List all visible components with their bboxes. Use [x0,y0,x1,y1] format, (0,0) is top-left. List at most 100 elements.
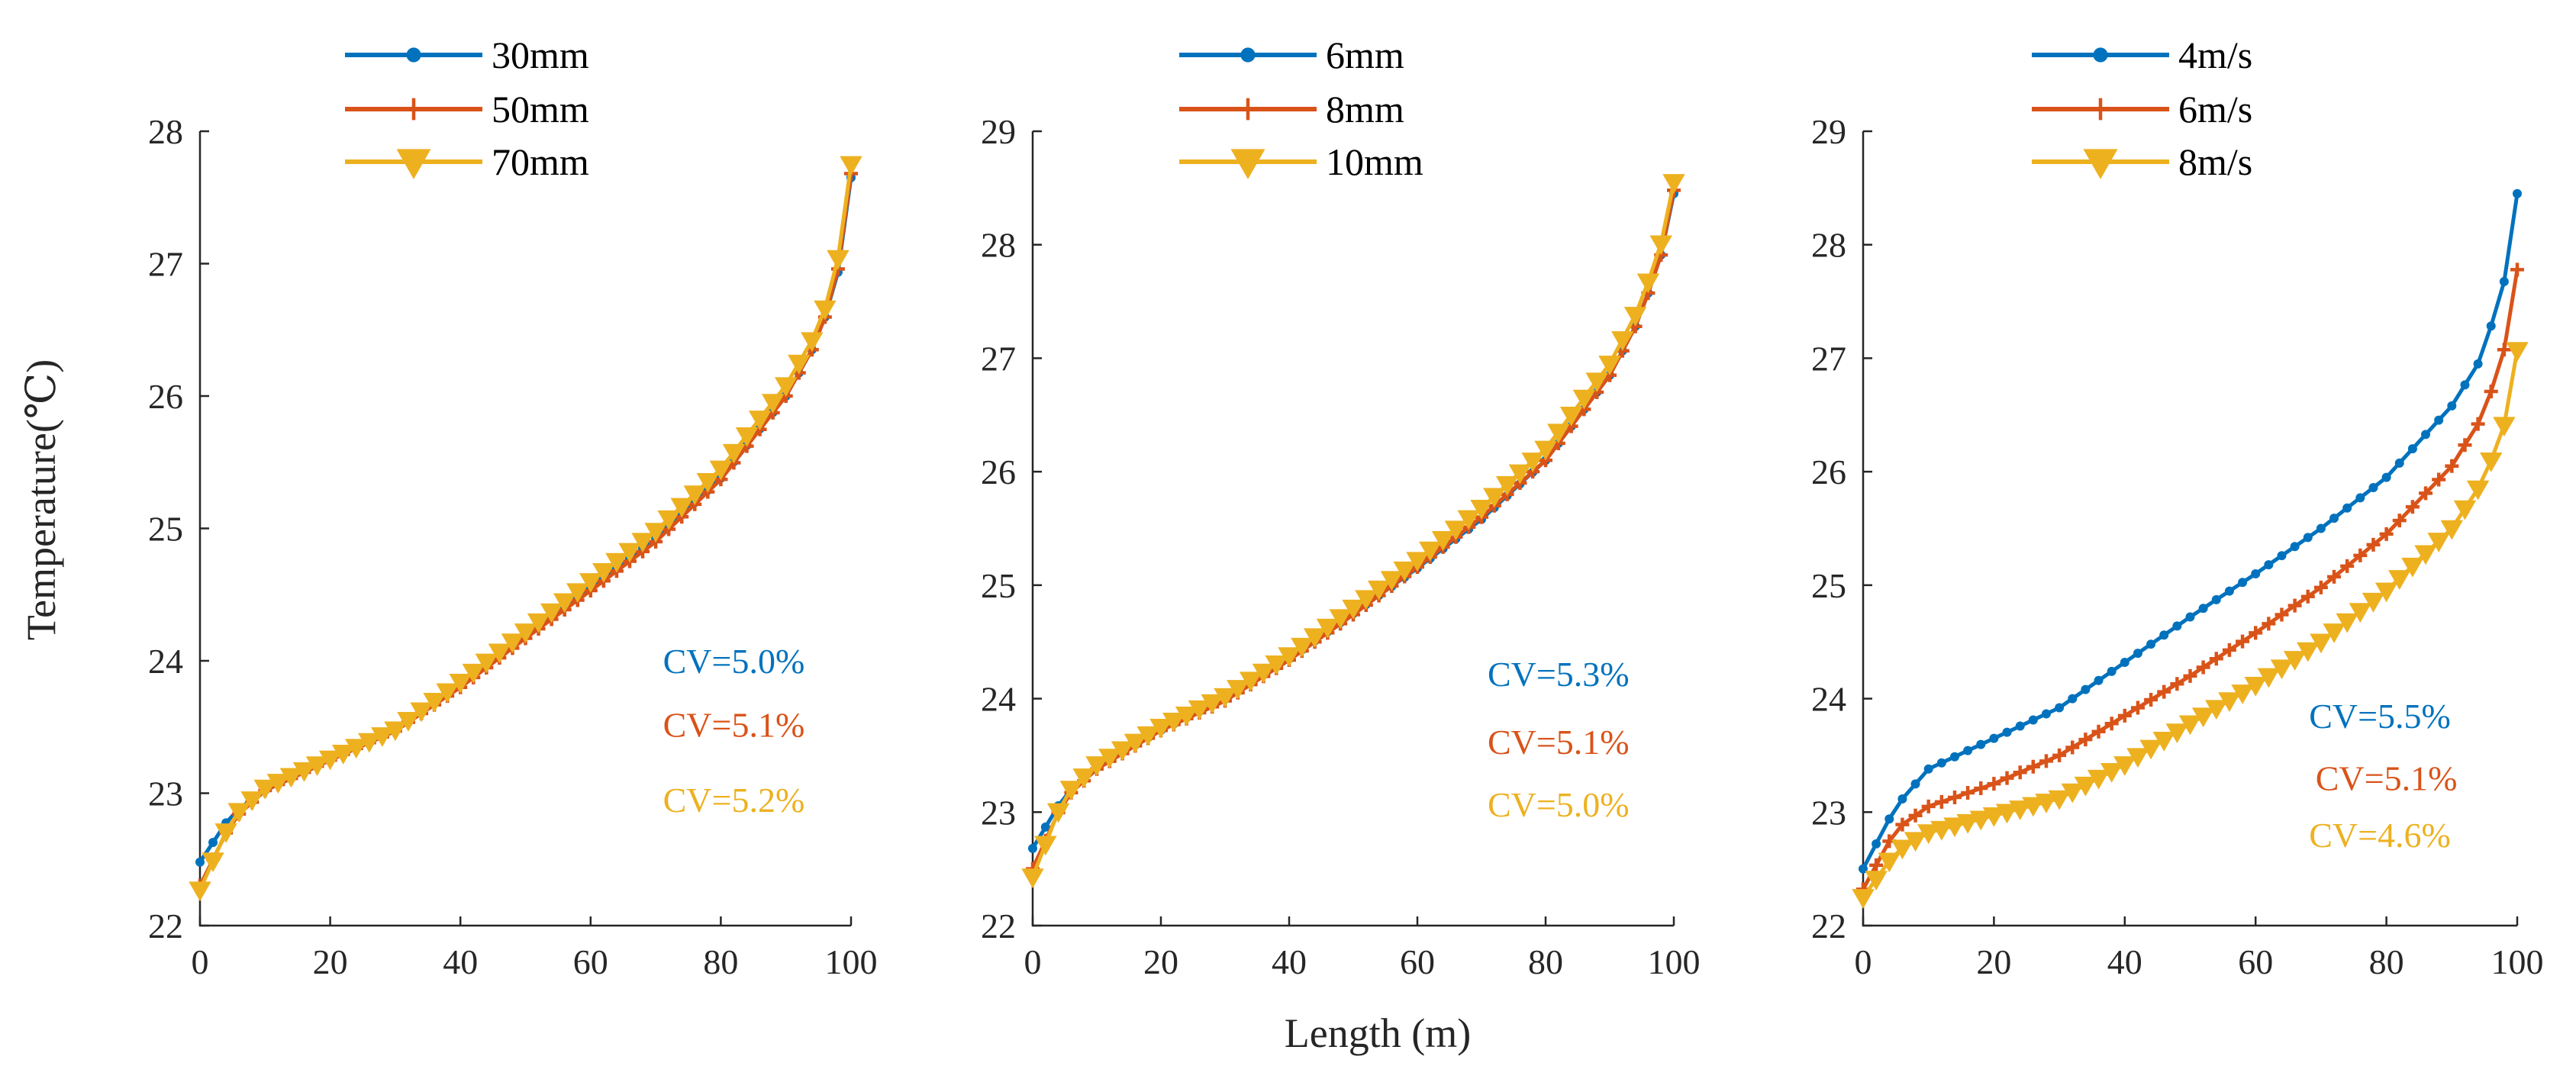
legend-label: 10mm [1326,140,1423,183]
data-point [2283,651,2307,671]
data-point [1175,706,1198,726]
data-point [1380,571,1404,591]
data-point [2486,321,2496,331]
data-point [2287,598,2302,613]
data-point [1534,440,1557,461]
series-8m/s [1852,342,2529,909]
data-point [2224,586,2234,596]
data-point [1910,779,1920,789]
data-point [566,583,589,604]
data-point [2048,790,2071,810]
data-point [2340,559,2355,573]
data-point [2453,500,2477,520]
legend-label: 8m/s [2178,140,2252,183]
data-point [2300,589,2315,604]
data-point [292,762,316,782]
panel-3: 22 23 24 25 26 27 28 29 0 20 40 60 80 100 4m/s 6m/s 8m/s… [1811,34,2544,981]
data-point [2238,578,2248,588]
data-point [2362,592,2385,613]
data-point [1547,424,1570,444]
legend-marker [396,149,431,179]
data-point [2222,642,2236,657]
x-tick-label: 60 [1400,942,1435,981]
data-point [1895,817,1910,832]
data-point [2015,721,2025,731]
data-point [579,573,602,593]
data-point [1936,758,1946,768]
data-point [1252,663,1275,684]
legend-marker [1236,98,1259,121]
y-tick-label: 27 [148,245,183,284]
data-point [1214,688,1236,708]
data-point [2165,723,2189,744]
data-point [2170,677,2184,691]
data-point [1930,820,1953,841]
data-point [1572,389,1596,410]
data-point [2113,756,2136,776]
data-point [1111,741,1134,762]
data-point [1444,520,1468,541]
y-tick-label: 26 [148,377,183,416]
data-point [2198,604,2208,614]
data-point [1028,843,1037,853]
data-point [1649,235,1672,256]
data-point [1974,781,1988,796]
series-line-10mm [1030,182,1676,878]
data-point [1934,794,1949,809]
data-point [214,823,237,843]
y-tick-label: 25 [1811,566,1846,605]
data-point [683,485,707,506]
data-point [2002,727,2012,737]
data-point [488,643,511,664]
x-tick-label: 0 [192,942,209,981]
legend-entry-30mm: 30mm [345,34,589,76]
y-tick-label: 28 [981,226,1016,265]
data-point [722,443,746,464]
x-tick-label: 80 [703,942,738,981]
data-point [2218,692,2241,712]
data-point [2026,759,2040,774]
data-point [1085,756,1108,776]
data-point [2479,452,2503,472]
data-point [2513,188,2522,198]
panels-group: 22 23 24 25 26 27 28 0 20 40 60 80 100 30mm 50mm 70mm CV… [148,34,2544,981]
data-point [2264,560,2274,570]
x-axis-label: Length (m) [1285,1010,1471,1056]
panel-3-axes [1862,131,2517,927]
legend-label: 8mm [1326,88,1404,130]
data-point [592,562,615,583]
cv-annotation: CV=5.0% [663,642,805,681]
data-point [2065,740,2080,755]
data-point [1265,655,1288,675]
data-point [462,663,485,684]
data-point [2078,733,2093,747]
data-point [2205,700,2228,720]
data-point [2419,486,2433,501]
data-point [2028,715,2038,725]
data-point [227,803,250,823]
data-point [2353,548,2368,562]
y-tick-label: 28 [148,112,183,151]
y-tick-label: 28 [1811,226,1846,265]
data-point [2152,731,2175,752]
data-point [1040,822,1050,832]
x-tick-label: 100 [825,942,878,981]
x-tick-label: 20 [1143,942,1178,981]
legend-entry-4m/s: 4m/s [2032,34,2252,76]
data-point [1508,464,1532,485]
y-tick-label: 22 [1811,907,1846,945]
x-tick-label: 80 [1528,942,1563,981]
data-point [2041,709,2051,719]
data-point [195,857,205,867]
data-point [1878,852,1901,873]
legend-entry-50mm: 50mm [345,88,589,130]
cv-annotation: CV=5.0% [1488,785,1630,824]
data-point [2087,769,2110,790]
data-point [2401,557,2424,578]
y-tick-label: 26 [981,452,1016,491]
legend-label: 4m/s [2178,34,2252,76]
data-point [2120,657,2129,667]
data-point [540,603,563,623]
data-point [1521,452,1544,472]
data-point [1872,839,1881,849]
